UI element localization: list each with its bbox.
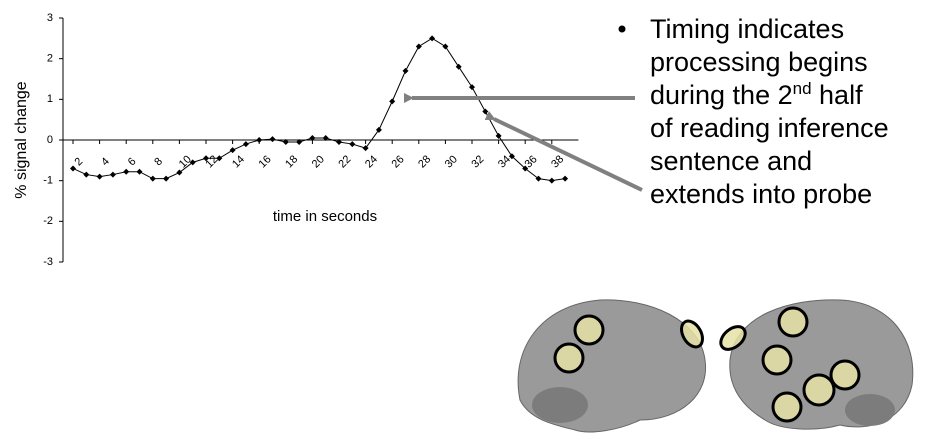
point [136, 168, 143, 175]
x-tick-label: 14 [230, 153, 247, 170]
point [282, 139, 289, 146]
y-tick-label: -3 [43, 256, 53, 268]
x-tick-label: 2 [73, 156, 86, 169]
point [322, 134, 329, 141]
point [389, 98, 396, 105]
point [562, 175, 569, 182]
point [256, 137, 263, 143]
point [123, 168, 130, 175]
x-tick-label: 28 [416, 153, 433, 170]
y-tick-label: 3 [47, 12, 53, 24]
bullet-line: extends into probe [650, 179, 872, 209]
y-tick-label: 0 [47, 134, 53, 146]
bullet [618, 25, 626, 33]
x-tick-label: 32 [469, 153, 486, 170]
y-tick-label: 2 [47, 53, 53, 65]
point [96, 173, 103, 180]
x-tick-label: 26 [390, 153, 407, 170]
point [415, 43, 422, 50]
point [203, 155, 209, 162]
point [375, 126, 382, 133]
point [296, 139, 303, 146]
point [242, 141, 249, 148]
point [362, 145, 369, 152]
point [508, 153, 515, 160]
x-tick-label: 8 [152, 156, 165, 169]
x-tick-label: 18 [283, 153, 300, 170]
bullet-text: Timing indicates processing begins durin… [618, 14, 889, 209]
x-tick-label: 24 [363, 153, 380, 170]
point [429, 35, 436, 42]
x-tick-label: 16 [257, 153, 274, 170]
arrow [484, 111, 643, 192]
point [176, 169, 183, 176]
x-tick-label: 4 [99, 156, 112, 169]
text: during the 2 [650, 80, 793, 110]
superscript: nd [793, 79, 812, 98]
y-tick-label: 1 [47, 93, 53, 105]
point [109, 171, 116, 178]
point [189, 159, 196, 166]
point [522, 165, 529, 172]
x-tick-label: 6 [126, 156, 139, 169]
point [469, 84, 475, 91]
point [455, 63, 462, 70]
point [83, 171, 90, 178]
point [535, 175, 542, 182]
point [309, 134, 316, 141]
point [349, 141, 356, 148]
point [482, 108, 489, 115]
bullet-line: sentence and [650, 146, 812, 176]
point [336, 139, 342, 146]
bullet-line: of reading inference [650, 113, 889, 143]
point [269, 136, 276, 143]
point [70, 165, 76, 172]
x-axis-label: time in seconds [273, 208, 377, 225]
point [229, 147, 236, 154]
text: half [812, 80, 864, 110]
activation-regions [553, 306, 861, 423]
x-tick-label: 22 [336, 153, 353, 170]
bullet-line: during the 2nd half [650, 79, 863, 110]
cerebellum [532, 387, 588, 423]
point [548, 177, 555, 184]
y-tick-label: -2 [43, 215, 53, 227]
cerebellum [845, 394, 895, 426]
point [442, 43, 449, 50]
point [495, 132, 502, 139]
point [216, 155, 223, 162]
bullet-line: processing begins [650, 47, 868, 77]
y-tick-label: -1 [43, 175, 53, 187]
point [149, 175, 156, 182]
x-tick-label: 38 [549, 153, 566, 170]
brain-image [510, 283, 922, 439]
point [163, 175, 170, 182]
bullet-line: Timing indicates [650, 14, 844, 44]
point [402, 67, 409, 74]
y-axis-label: % signal change [13, 81, 30, 199]
x-tick-label: 20 [310, 153, 327, 170]
x-tick-label: 30 [443, 153, 460, 170]
